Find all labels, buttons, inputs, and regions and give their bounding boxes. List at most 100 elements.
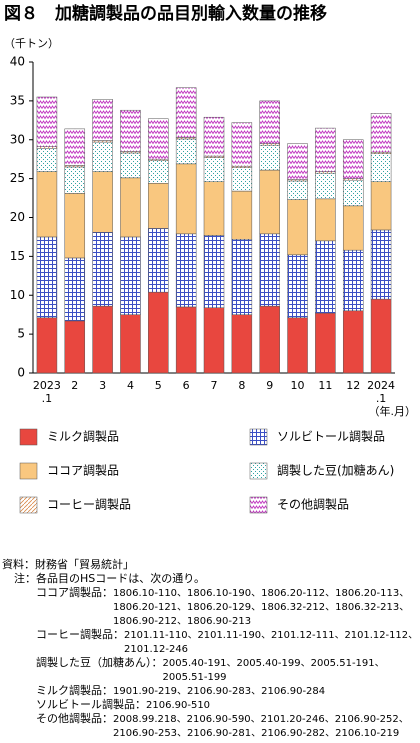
note-codes: 2106.90-253、2106.90-281、2106.90-282、2106… xyxy=(113,728,399,739)
y-tick-label: 35 xyxy=(10,93,25,107)
bar-segment xyxy=(36,317,58,374)
note-source: 資料：財務省「貿易統計」 xyxy=(2,557,134,571)
bar-segment xyxy=(92,171,113,233)
y-axis-label: （千トン） xyxy=(4,37,59,50)
legend-swatch xyxy=(249,428,268,446)
bar-segment xyxy=(64,166,86,194)
bar-segment xyxy=(92,305,113,374)
legend-swatch xyxy=(19,496,38,514)
chart-title: 図８ 加糖調製品の品目別輸入数量の推移 xyxy=(4,3,327,24)
note-label: ココア調製品： xyxy=(36,585,113,599)
bar-segment xyxy=(120,314,141,374)
bar-segment xyxy=(203,307,225,374)
bar-segment xyxy=(64,320,86,374)
bar-segment xyxy=(148,291,169,374)
bar-segment xyxy=(342,179,364,207)
bar-segment xyxy=(175,163,197,235)
x-tick-label: 11 xyxy=(318,379,333,392)
bar-segment xyxy=(231,314,253,374)
bar-segment xyxy=(92,232,113,307)
x-tick-label: 2024 .1 xyxy=(367,379,396,405)
bar-segment xyxy=(287,199,308,256)
y-tick-label: 30 xyxy=(10,132,25,146)
note-label: 調製した豆（加糖あん）： xyxy=(36,655,163,669)
bar-segment xyxy=(259,305,280,374)
bar-segment xyxy=(315,312,336,374)
bar-segment xyxy=(231,190,253,240)
legend-label: ココア調製品 xyxy=(47,464,119,478)
bar-segment xyxy=(259,100,280,144)
bar-segment xyxy=(148,160,169,184)
legend-swatch xyxy=(249,496,268,514)
x-tick-label: 7 xyxy=(210,379,218,392)
legend-label: ミルク調製品 xyxy=(47,430,119,444)
bar-segment xyxy=(315,240,336,314)
bar-segment xyxy=(315,172,336,200)
note-codes: 1806.90-212、1806.90-213 xyxy=(113,616,251,627)
note-label: その他調製品： xyxy=(36,711,113,725)
legend-swatch xyxy=(19,428,38,446)
bar-segment xyxy=(36,148,58,172)
note-codes: 2008.99.218、2106.90-590、2101.20-246、2106… xyxy=(113,714,409,725)
bar-segment xyxy=(148,228,169,293)
note-codes: 2101.11-110、2101.11-190、2101.12-111、2101… xyxy=(124,630,418,641)
x-tick-label: 12 xyxy=(346,379,361,392)
bar-segment xyxy=(36,96,58,147)
x-tick-label: 10 xyxy=(290,379,305,392)
x-tick-label: 5 xyxy=(154,379,162,392)
bar-segment xyxy=(120,177,141,238)
bar-segment xyxy=(36,236,58,319)
bar-segment xyxy=(92,99,113,141)
x-tick-label: 6 xyxy=(182,379,190,392)
bar-segment xyxy=(120,152,141,179)
note-codes: 1806.10-110、1806.10-190、1806.20-112、1806… xyxy=(113,588,409,599)
y-tick-label: 25 xyxy=(10,171,25,185)
y-tick-label: 15 xyxy=(10,249,25,263)
bar-segment xyxy=(370,298,392,374)
bar-segment xyxy=(120,236,141,315)
bar-segment xyxy=(342,205,364,251)
bar-segment xyxy=(259,233,280,307)
x-tick-label: 8 xyxy=(238,379,246,392)
bar-segment xyxy=(148,118,169,160)
y-tick-label: 5 xyxy=(17,327,25,341)
x-tick-label: 2 xyxy=(71,379,79,392)
bar-segment xyxy=(203,181,225,236)
bar-segment xyxy=(342,249,364,312)
bar-segment xyxy=(203,235,225,308)
note-codes: 2101.12-246 xyxy=(124,644,188,655)
bar-segment xyxy=(315,127,336,172)
bar-segment xyxy=(203,116,225,157)
bar-segment xyxy=(370,181,392,231)
note-codes: 1806.20-121、1806.20-129、1806.32-212、1806… xyxy=(113,602,409,613)
bar-segment xyxy=(64,193,86,259)
bar-segment xyxy=(287,143,308,180)
note-codes: 2106.90-510 xyxy=(146,700,210,711)
legend-label: コーヒー調製品 xyxy=(47,498,131,512)
legend-label: ソルビトール調製品 xyxy=(277,430,385,444)
bar-segment xyxy=(231,167,253,192)
legend-swatch xyxy=(249,462,268,480)
bar-segment xyxy=(36,171,58,238)
bar-segment xyxy=(120,109,141,152)
legend-swatch xyxy=(19,462,38,480)
bar-segment xyxy=(64,257,86,322)
note-heading: 注：各品目のHSコードは、次の通り。 xyxy=(14,571,205,585)
x-tick-label: 3 xyxy=(99,379,107,392)
legend-label: 調製した豆(加糖あん) xyxy=(277,463,394,478)
note-codes: 1901.90-219、2106.90-283、2106.90-284 xyxy=(113,686,325,697)
y-tick-label: 40 xyxy=(10,55,25,69)
bar-segment xyxy=(342,310,364,374)
x-axis-label: （年.月） xyxy=(369,404,417,418)
note-label: ソルビトール調製品： xyxy=(36,697,146,711)
bar-segment xyxy=(175,87,197,138)
bar-segment xyxy=(315,198,336,242)
bar-segment xyxy=(175,233,197,308)
x-tick-label: 9 xyxy=(266,379,274,392)
bar-segment xyxy=(287,317,308,374)
bar-segment xyxy=(148,183,169,229)
y-tick-label: 10 xyxy=(10,288,25,302)
y-tick-label: 0 xyxy=(17,366,25,380)
